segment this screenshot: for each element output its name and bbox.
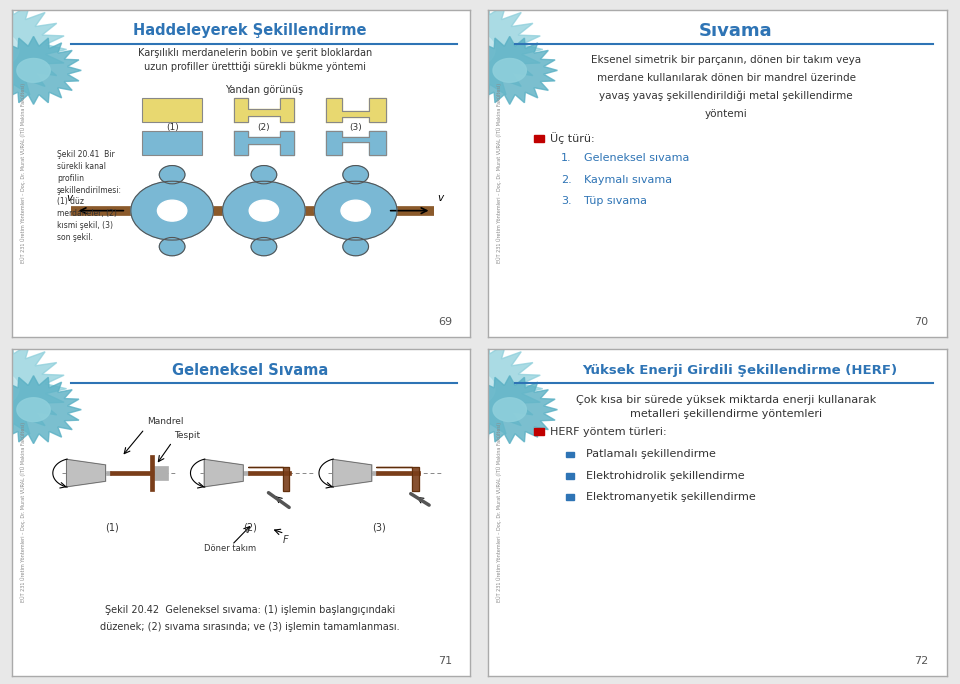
Polygon shape — [66, 460, 106, 487]
Circle shape — [131, 181, 213, 240]
Circle shape — [250, 200, 278, 221]
Bar — [565, 473, 574, 479]
Polygon shape — [462, 376, 558, 444]
Text: Şekil 20.41  Bir
sürekli kanal
profilin
şekillendirilmesi:
(1) düz
merdaneler, (: Şekil 20.41 Bir sürekli kanal profilin ş… — [57, 150, 122, 241]
Text: 69: 69 — [438, 317, 452, 327]
Text: (3): (3) — [372, 522, 386, 532]
Text: Sıvama: Sıvama — [699, 22, 772, 40]
Polygon shape — [0, 0, 66, 102]
Text: Yandan görünüş: Yandan görünüş — [225, 85, 303, 94]
Text: Üç türü:: Üç türü: — [550, 133, 594, 144]
Polygon shape — [248, 467, 289, 491]
Bar — [110, 471, 154, 475]
Circle shape — [314, 181, 397, 240]
Text: v: v — [66, 193, 72, 203]
Polygon shape — [325, 131, 386, 155]
Polygon shape — [396, 0, 542, 102]
Text: 71: 71 — [438, 656, 452, 666]
Circle shape — [159, 166, 185, 184]
Text: 70: 70 — [914, 317, 928, 327]
Circle shape — [252, 166, 276, 184]
Circle shape — [223, 181, 305, 240]
Text: 1.: 1. — [561, 153, 572, 163]
Polygon shape — [0, 371, 19, 407]
Text: (2): (2) — [257, 123, 270, 133]
Polygon shape — [325, 98, 386, 122]
Text: yöntemi: yöntemi — [705, 109, 748, 119]
Circle shape — [252, 237, 276, 256]
Text: Elektromanyetik şekillendirme: Elektromanyetik şekillendirme — [587, 492, 756, 502]
Circle shape — [343, 166, 369, 184]
Text: düzenek; (2) sıvama sırasında; ve (3) işlemin tamamlanması.: düzenek; (2) sıvama sırasında; ve (3) iş… — [101, 622, 400, 632]
Text: Kaymalı sıvama: Kaymalı sıvama — [584, 174, 672, 185]
FancyBboxPatch shape — [155, 466, 168, 480]
Polygon shape — [462, 36, 558, 105]
Bar — [106, 471, 111, 475]
Bar — [376, 471, 420, 475]
Polygon shape — [234, 98, 294, 122]
Polygon shape — [333, 460, 372, 487]
Polygon shape — [396, 337, 542, 441]
Text: Tespit: Tespit — [175, 431, 201, 440]
Polygon shape — [17, 398, 50, 421]
Polygon shape — [0, 31, 19, 68]
Polygon shape — [17, 59, 50, 82]
Polygon shape — [204, 460, 243, 487]
Polygon shape — [376, 467, 419, 491]
Circle shape — [157, 200, 187, 221]
Text: (2): (2) — [243, 522, 257, 532]
Bar — [565, 494, 574, 500]
Text: Şekil 20.42  Geleneksel sıvama: (1) işlemin başlangıçındaki: Şekil 20.42 Geleneksel sıvama: (1) işlem… — [105, 605, 396, 616]
Text: (1): (1) — [166, 123, 179, 133]
Circle shape — [159, 237, 185, 256]
Text: HERF yöntem türleri:: HERF yöntem türleri: — [550, 427, 666, 437]
Text: Eksenel simetrik bir parçanın, dönen bir takım veya: Eksenel simetrik bir parçanın, dönen bir… — [591, 55, 861, 65]
Text: 2.: 2. — [561, 174, 572, 185]
Polygon shape — [493, 398, 526, 421]
Bar — [534, 135, 543, 142]
Text: (3): (3) — [349, 123, 362, 133]
Text: (1): (1) — [106, 522, 119, 532]
Text: Tüp sıvama: Tüp sıvama — [584, 196, 647, 206]
Text: metalleri şekillendirme yöntemleri: metalleri şekillendirme yöntemleri — [630, 409, 823, 419]
Bar — [243, 471, 249, 475]
Text: EÜT 231 Üretim Yöntemleri – Doç. Dr. Murat VURAL (İTÜ Makina Fakültesi): EÜT 231 Üretim Yöntemleri – Doç. Dr. Mur… — [496, 422, 502, 603]
Text: Döner takım: Döner takım — [204, 544, 256, 553]
Bar — [150, 455, 155, 491]
Text: EÜT 231 Üretim Yöntemleri – Doç. Dr. Murat VURAL (İTÜ Makina Fakültesi): EÜT 231 Üretim Yöntemleri – Doç. Dr. Mur… — [20, 422, 26, 603]
Text: Haddeleyerek Şekillendirme: Haddeleyerek Şekillendirme — [133, 23, 367, 38]
Bar — [565, 451, 574, 458]
Polygon shape — [0, 337, 66, 441]
Bar — [248, 471, 292, 475]
Polygon shape — [0, 36, 82, 105]
Bar — [372, 471, 377, 475]
Text: 72: 72 — [914, 656, 928, 666]
Text: v: v — [438, 193, 444, 203]
Text: Çok kısa bir sürede yüksek miktarda enerji kullanarak: Çok kısa bir sürede yüksek miktarda ener… — [576, 395, 876, 404]
FancyBboxPatch shape — [142, 98, 202, 122]
Text: EÜT 231 Üretim Yöntemleri – Doç. Dr. Murat VURAL (İTÜ Makina Fakültesi): EÜT 231 Üretim Yöntemleri – Doç. Dr. Mur… — [496, 83, 502, 263]
Text: 3.: 3. — [561, 196, 572, 206]
Text: Patlamalı şekillendirme: Patlamalı şekillendirme — [587, 449, 716, 460]
Text: Geleneksel sıvama: Geleneksel sıvama — [584, 153, 689, 163]
Text: Geleneksel Sıvama: Geleneksel Sıvama — [172, 363, 328, 378]
FancyBboxPatch shape — [142, 131, 202, 155]
Text: Mandrel: Mandrel — [147, 417, 183, 426]
Text: Elektrohidrolik şekillendirme: Elektrohidrolik şekillendirme — [587, 471, 745, 481]
Polygon shape — [234, 131, 294, 155]
Text: F: F — [282, 535, 288, 545]
Text: Yüksek Enerji Girdili Şekillendirme (HERF): Yüksek Enerji Girdili Şekillendirme (HER… — [583, 364, 898, 377]
Text: merdane kullanılarak dönen bir mandrel üzerinde: merdane kullanılarak dönen bir mandrel ü… — [597, 73, 855, 83]
Polygon shape — [493, 59, 526, 82]
Text: EÜT 231 Üretim Yöntemleri – Doç. Dr. Murat VURAL (İTÜ Makina Fakültesi): EÜT 231 Üretim Yöntemleri – Doç. Dr. Mur… — [20, 83, 26, 263]
Text: yavaş yavaş şekillendirildiği metal şekillendirme: yavaş yavaş şekillendirildiği metal şeki… — [599, 91, 853, 101]
Polygon shape — [0, 376, 82, 444]
Text: Karşılıklı merdanelerin bobin ve şerit bloklardan
uzun profiller üretttiği sürek: Karşılıklı merdanelerin bobin ve şerit b… — [137, 49, 372, 73]
Bar — [534, 428, 543, 436]
Polygon shape — [444, 371, 495, 407]
Polygon shape — [444, 31, 495, 68]
Circle shape — [341, 200, 371, 221]
Circle shape — [343, 237, 369, 256]
